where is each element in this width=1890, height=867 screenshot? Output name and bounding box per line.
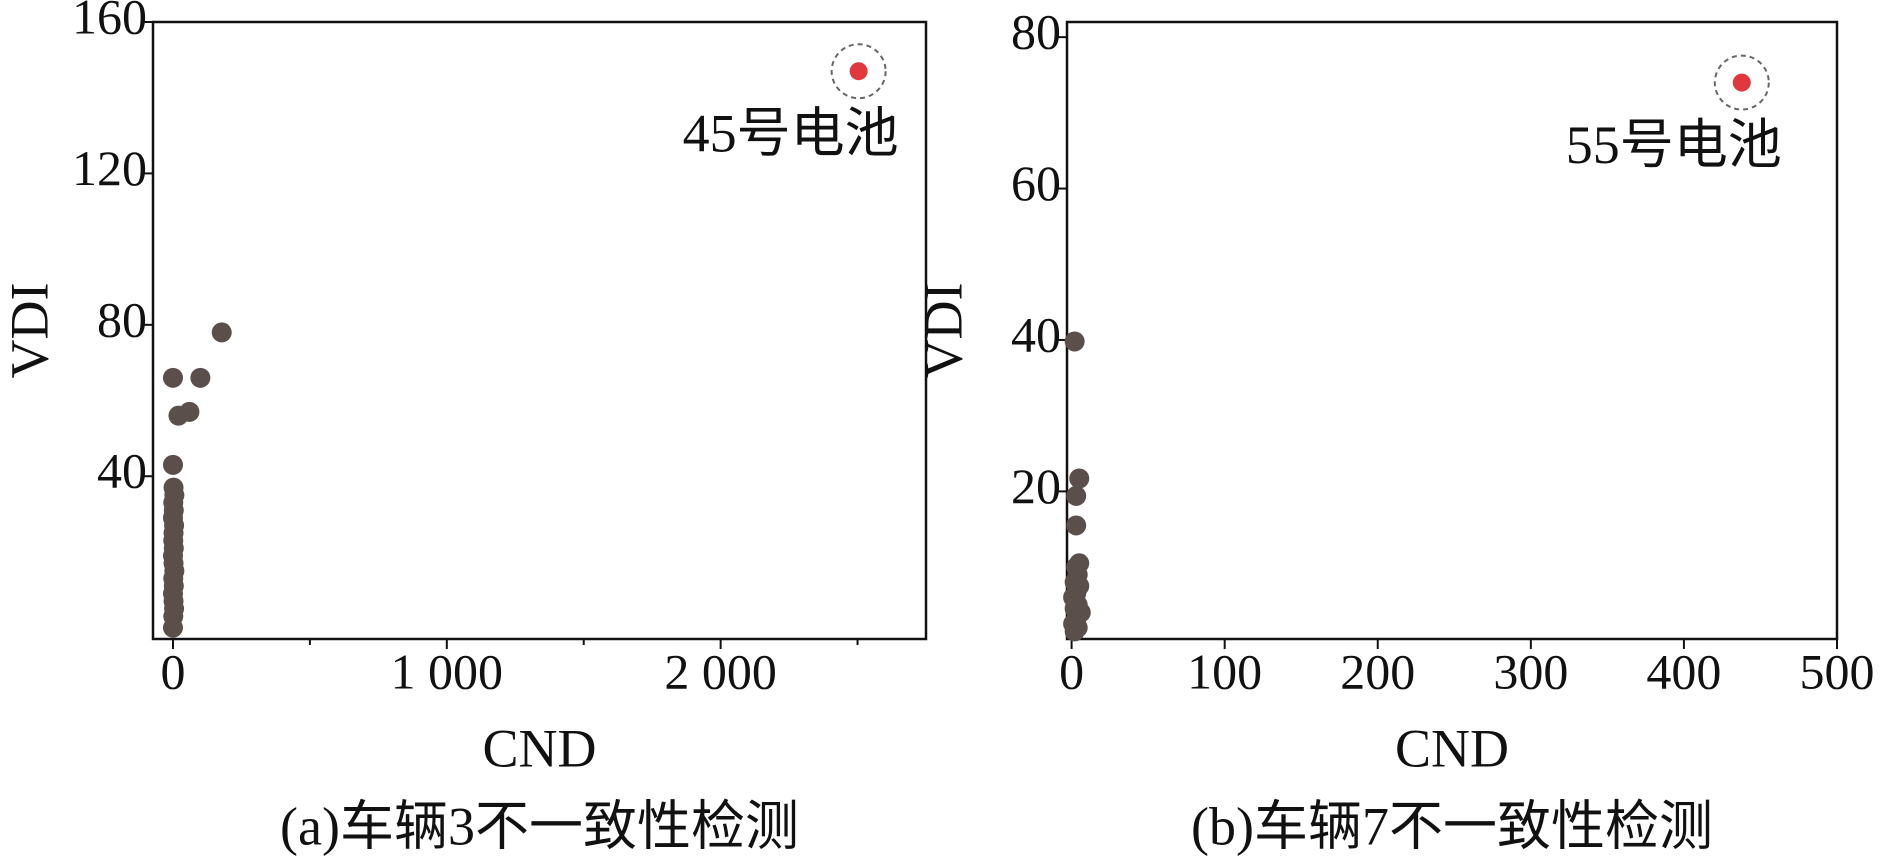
point	[162, 617, 183, 638]
point	[211, 322, 232, 343]
y-tick-label: 120	[72, 140, 147, 196]
point	[162, 367, 183, 388]
y-tick-label: 80	[97, 291, 147, 347]
point	[1732, 73, 1751, 92]
point	[849, 62, 868, 81]
point	[1064, 621, 1085, 642]
point	[179, 401, 200, 422]
y-tick-label: 40	[97, 443, 147, 499]
x-tick-label: 400	[1646, 643, 1721, 699]
y-tick-label: 160	[72, 0, 147, 44]
y-tick-label: 40	[1011, 306, 1061, 362]
plot-frame	[151, 20, 928, 641]
x-axis-title: CND	[482, 718, 596, 778]
x-axis-title: CND	[1395, 718, 1509, 778]
y-tick-label: 20	[1011, 458, 1061, 514]
x-tick-label: 200	[1340, 643, 1415, 699]
caption: (b)车辆7不一致性检测	[1191, 796, 1713, 856]
point	[162, 454, 183, 475]
point	[1064, 331, 1085, 352]
x-tick-label: 2 000	[664, 643, 777, 699]
y-axis-title: VDI	[0, 283, 59, 379]
annotation: 45号电池	[683, 104, 899, 164]
x-tick-label: 0	[160, 643, 185, 699]
y-axis-title: VDI	[913, 283, 973, 379]
caption: (a)车辆3不一致性检测	[280, 796, 799, 856]
plot-frame	[1065, 20, 1839, 641]
x-tick-label: 0	[1059, 643, 1084, 699]
y-tick-label: 80	[1011, 4, 1061, 60]
x-tick-label: 500	[1800, 643, 1875, 699]
highlight-ring	[1713, 54, 1770, 111]
point	[1066, 515, 1087, 536]
highlight-ring	[830, 43, 887, 100]
x-tick-label: 300	[1493, 643, 1568, 699]
point	[1069, 468, 1090, 489]
y-tick-label: 60	[1011, 155, 1061, 211]
point	[190, 367, 211, 388]
point	[1066, 485, 1087, 506]
annotation: 55号电池	[1566, 115, 1782, 175]
x-tick-label: 1 000	[391, 643, 504, 699]
x-tick-label: 100	[1187, 643, 1262, 699]
